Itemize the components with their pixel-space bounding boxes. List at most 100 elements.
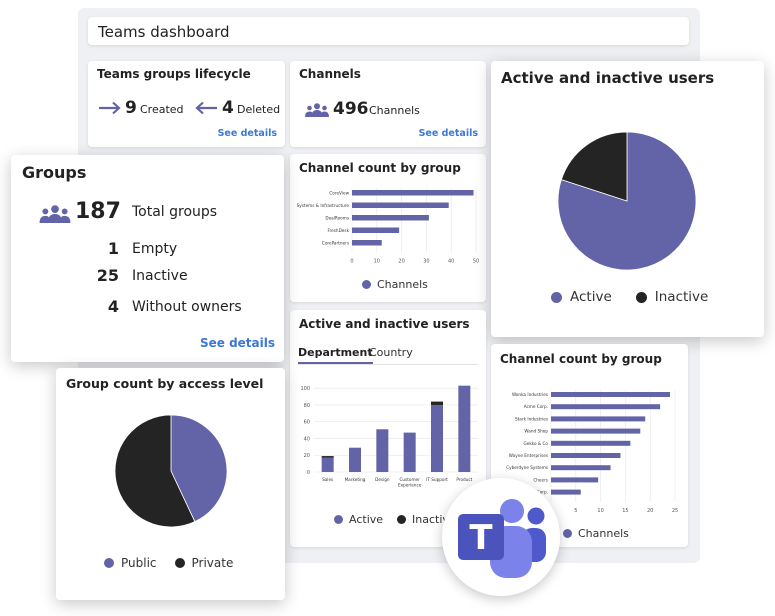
groups-card: Groups 187 Total groups 1 Empty 25 Inact…: [11, 155, 284, 362]
arrow-left-icon: [195, 101, 217, 115]
x-tick-label: 50: [473, 259, 479, 265]
y-tick-label: 20: [304, 453, 310, 459]
legend-label-channels: Channels: [578, 527, 629, 540]
access-level-legend: Public Private: [104, 556, 233, 570]
legend-swatch-inactive: [635, 291, 647, 303]
tab-department[interactable]: Department: [298, 346, 373, 364]
category-label: Design: [375, 477, 390, 482]
legend-swatch-public: [104, 558, 114, 568]
category-label: Customer: [399, 477, 420, 482]
legend-swatch-channels: [362, 280, 371, 289]
category-label: Marketing: [345, 477, 366, 482]
legend-swatch-inactive: [397, 515, 407, 524]
people-icon: [305, 103, 329, 117]
y-tick-label: 100: [300, 386, 310, 392]
category-label: Gekko & Co: [524, 441, 549, 446]
bar-inactive: [431, 401, 443, 405]
inactive-count: 25: [96, 266, 119, 285]
legend-swatch-channels: [563, 529, 572, 538]
bar: [551, 416, 646, 422]
dashboard-title-bar: Teams dashboard: [88, 17, 689, 45]
lifecycle-title: Teams groups lifecycle: [97, 67, 251, 81]
active-users-dept-title: Active and inactive users: [299, 317, 470, 331]
access-level-pie-chart: [114, 414, 228, 528]
bar: [352, 227, 400, 233]
y-tick-label: 0: [307, 470, 310, 476]
pie-slice-private: [114, 414, 196, 528]
bar-active: [431, 404, 443, 472]
legend-label-channels: Channels: [377, 278, 428, 291]
x-tick-label: 20: [647, 508, 653, 514]
category-label: Cheers: [533, 477, 548, 482]
empty-label: Empty: [132, 241, 178, 257]
bar: [551, 392, 671, 397]
microsoft-teams-logo: T: [458, 499, 546, 578]
created-label: Created: [140, 103, 184, 116]
channel-count-small-card: Channel count by group 0 10 20 30 40 50 CoreVi…: [290, 154, 486, 302]
category-label: Systems & Infrastructure: [297, 203, 350, 208]
total-groups-count: 187: [75, 199, 121, 224]
category-label: Product: [456, 477, 472, 482]
legend-label-active: Active: [349, 513, 384, 526]
category-label: FreshDesk: [327, 228, 349, 233]
bar-active: [321, 457, 334, 472]
legend-label-private: Private: [191, 556, 234, 570]
legend-label-active: Active: [570, 289, 612, 305]
bar: [551, 404, 661, 410]
category-label: CoreView: [329, 190, 349, 195]
total-groups-label: Total groups: [132, 204, 218, 220]
access-level-title: Group count by access level: [66, 376, 264, 391]
bar: [551, 489, 581, 495]
bar-active: [403, 432, 416, 472]
pie-slice-inactive: [560, 131, 628, 202]
teams-logo-letter: T: [469, 518, 493, 558]
channel-count-small-title: Channel count by group: [299, 161, 461, 175]
arrow-right-icon: [99, 101, 121, 115]
pie-slice-public: [170, 414, 228, 523]
x-tick-label: 0: [350, 259, 353, 265]
x-tick-label: 20: [398, 259, 404, 265]
x-tick-label: 5: [574, 508, 577, 514]
groups-title: Groups: [22, 163, 87, 182]
teams-logo-badge: T: [442, 478, 560, 596]
legend-swatch-active: [551, 291, 562, 303]
bar: [352, 240, 382, 246]
y-tick-label: 60: [304, 420, 310, 426]
channel-count-small-chart: 0 10 20 30 40 50 CoreView Systems & Infrastruct…: [297, 188, 479, 265]
x-tick-label: 10: [597, 508, 603, 514]
bar: [551, 477, 599, 483]
bar-inactive: [321, 456, 334, 458]
y-tick-label: 80: [304, 403, 310, 409]
category-label: Wand Shop: [524, 429, 548, 434]
active-users-pie-title: Active and inactive users: [501, 69, 715, 87]
bar: [551, 428, 641, 434]
legend-swatch-private: [174, 558, 185, 568]
tabs-divider: [298, 364, 478, 365]
channel-count-large-legend: Channels: [563, 527, 629, 540]
channel-count-large-card: Channel count by group 0510152025Wonka I…: [491, 344, 688, 547]
page-title: Teams dashboard: [98, 23, 230, 41]
lifecycle-card: Teams groups lifecycle 9 Created 4 Delet…: [88, 61, 285, 147]
empty-count: 1: [107, 239, 119, 258]
active-users-pie-chart: [557, 131, 697, 271]
deleted-count: 4: [222, 98, 234, 118]
channels-see-details-link[interactable]: See details: [418, 128, 478, 139]
bar-active: [376, 429, 389, 472]
category-label: Stark Industries: [515, 416, 548, 421]
x-tick-label: 10: [374, 259, 380, 265]
active-users-pie-legend: Active Inactive: [551, 289, 708, 305]
x-tick-label: 30: [423, 259, 429, 265]
tab-country[interactable]: Country: [369, 346, 413, 359]
active-users-dept-legend: Active Inactive: [334, 513, 456, 526]
category-label: Cyberdyne Systems: [506, 465, 548, 470]
people-icon: [39, 205, 71, 223]
bar: [551, 440, 631, 446]
groups-see-details-link[interactable]: See details: [199, 336, 275, 350]
channel-count-large-title: Channel count by group: [500, 352, 662, 366]
category-label: Experience: [398, 483, 422, 488]
active-users-pie-card: Active and inactive users Active Inactiv…: [491, 61, 764, 337]
created-count: 9: [125, 98, 137, 118]
lifecycle-see-details-link[interactable]: See details: [217, 128, 277, 139]
channels-card: Channels 496 Channels See details: [290, 61, 486, 147]
x-tick-label: 40: [448, 259, 454, 265]
